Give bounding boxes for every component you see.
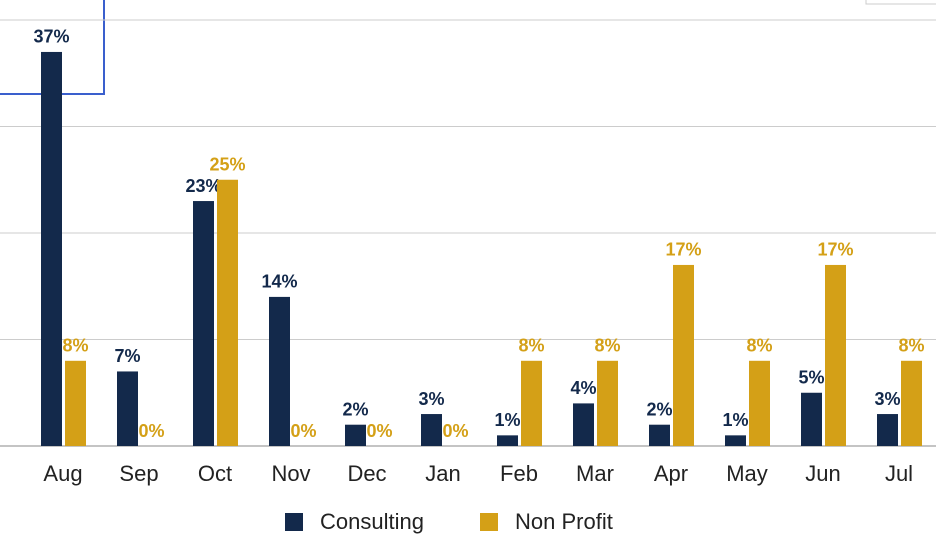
- x-tick-label: Feb: [500, 461, 538, 486]
- value-label: 2%: [646, 399, 672, 419]
- bar: [877, 414, 898, 446]
- x-tick-label: Jun: [805, 461, 840, 486]
- bar: [65, 360, 86, 446]
- bar: [217, 179, 238, 446]
- value-label: 4%: [570, 378, 596, 398]
- value-label: 37%: [33, 27, 69, 47]
- bar: [421, 414, 442, 446]
- x-tick-label: Apr: [654, 461, 688, 486]
- legend-label: Non Profit: [515, 509, 613, 534]
- value-label: 17%: [817, 240, 853, 260]
- value-label: 8%: [62, 336, 88, 356]
- bar: [749, 360, 770, 446]
- bar: [41, 51, 62, 446]
- value-label: 8%: [898, 336, 924, 356]
- bar: [597, 360, 618, 446]
- value-label: 3%: [874, 389, 900, 409]
- x-tick-label: May: [726, 461, 768, 486]
- value-label: 0%: [290, 421, 316, 441]
- value-label: 17%: [665, 240, 701, 260]
- value-label: 25%: [209, 155, 245, 175]
- value-label: 23%: [185, 176, 221, 196]
- bar: [521, 360, 542, 446]
- bar: [673, 264, 694, 446]
- bar: [725, 435, 746, 446]
- x-tick-label: Dec: [347, 461, 386, 486]
- value-label: 8%: [594, 336, 620, 356]
- bar: [825, 264, 846, 446]
- legend-swatch: [480, 513, 498, 531]
- bar: [649, 424, 670, 446]
- x-tick-label: Nov: [271, 461, 310, 486]
- value-label: 1%: [722, 410, 748, 430]
- value-label: 8%: [746, 336, 772, 356]
- bar: [117, 371, 138, 446]
- bar: [901, 360, 922, 446]
- bar: [497, 435, 518, 446]
- value-label: 5%: [798, 368, 824, 388]
- value-label: 0%: [442, 421, 468, 441]
- legend-swatch: [285, 513, 303, 531]
- x-tick-label: Aug: [43, 461, 82, 486]
- bar: [345, 424, 366, 446]
- value-label: 0%: [138, 421, 164, 441]
- value-label: 3%: [418, 389, 444, 409]
- value-label: 0%: [366, 421, 392, 441]
- x-tick-label: Sep: [119, 461, 158, 486]
- corner-box: [865, 0, 936, 5]
- value-label: 14%: [261, 272, 297, 292]
- value-label: 2%: [342, 399, 368, 419]
- x-tick-label: Jan: [425, 461, 460, 486]
- bar: [801, 392, 822, 446]
- bar: [193, 201, 214, 446]
- x-tick-label: Oct: [198, 461, 232, 486]
- value-label: 8%: [518, 336, 544, 356]
- value-label: 1%: [494, 410, 520, 430]
- x-tick-label: Mar: [576, 461, 614, 486]
- bar: [573, 403, 594, 446]
- bar: [269, 296, 290, 446]
- legend-label: Consulting: [320, 509, 424, 534]
- x-tick-label: Jul: [885, 461, 913, 486]
- value-label: 7%: [114, 346, 140, 366]
